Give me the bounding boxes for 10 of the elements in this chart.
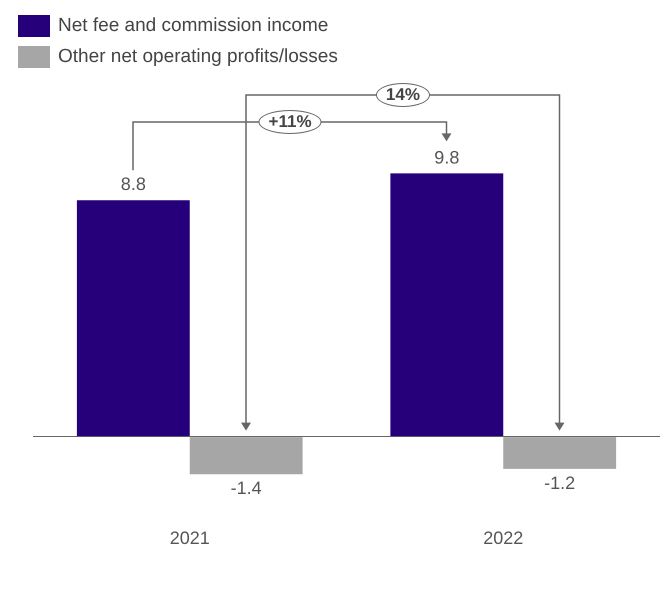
x-tick-label: 2021 <box>170 528 210 548</box>
text: 14% <box>376 83 430 107</box>
data-label: 9.8 <box>434 147 460 168</box>
data-label: -1.2 <box>544 472 576 493</box>
legend-label: Other net operating profits/losses <box>58 46 338 68</box>
legend-label: Net fee and commission income <box>58 15 328 37</box>
text: +11% <box>258 110 322 134</box>
data-label: -1.4 <box>230 478 262 498</box>
x-tick-label: 2022 <box>483 528 524 548</box>
data-label: 8.8 <box>120 174 146 194</box>
